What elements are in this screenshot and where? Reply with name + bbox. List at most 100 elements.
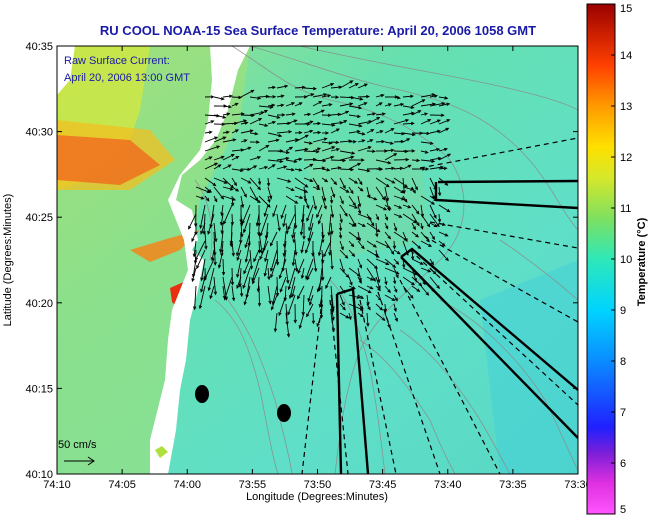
current-vector (305, 231, 314, 253)
current-vector (420, 195, 435, 205)
current-vector-head (270, 267, 274, 272)
current-vector-head (210, 120, 215, 124)
current-vector (420, 119, 431, 125)
current-vector-head (317, 252, 322, 257)
current-vector (265, 222, 269, 239)
current-vector (375, 303, 383, 311)
current-vector (244, 231, 251, 248)
current-vector-head (191, 278, 195, 283)
current-vector (320, 303, 323, 318)
current-vector (402, 138, 410, 143)
current-vector-head (299, 231, 304, 236)
current-vector (249, 177, 261, 190)
current-vector-head (393, 227, 398, 232)
current-vector-head (286, 279, 290, 285)
current-vector-head (385, 225, 389, 230)
current-vector (366, 276, 374, 281)
current-vector-head (287, 286, 291, 291)
current-vector-head (307, 112, 312, 117)
current-vector-head (359, 97, 364, 101)
current-vector (209, 285, 215, 299)
current-vector-head (200, 277, 204, 282)
current-vector-head (210, 95, 215, 99)
current-vector-head (343, 120, 348, 124)
current-vector (319, 267, 323, 291)
current-vector (222, 95, 232, 98)
current-vector-head (327, 94, 332, 98)
current-vector (222, 285, 226, 299)
current-vector (357, 96, 370, 98)
current-vector (429, 204, 437, 219)
current-vector-head (233, 182, 237, 187)
current-vector (357, 146, 371, 152)
current-vector-head (414, 186, 418, 191)
current-vector-head (210, 257, 215, 262)
current-vector (231, 186, 239, 192)
current-vector (357, 177, 363, 185)
current-vector-head (357, 162, 362, 166)
current-vector-head (304, 134, 309, 138)
current-vector (384, 276, 387, 285)
current-vector-head (285, 230, 289, 235)
current-vector (429, 258, 434, 265)
current-vector (402, 267, 417, 276)
current-vector (321, 156, 334, 161)
current-vector-head (225, 130, 230, 135)
current-vector-head (416, 288, 421, 293)
current-vector (244, 285, 251, 305)
current-vector (218, 249, 224, 268)
current-vector-head (424, 150, 429, 154)
current-vector-head (291, 112, 296, 116)
current-vector (323, 240, 332, 257)
current-vector-head (258, 118, 263, 122)
current-vector-head (363, 102, 368, 106)
depth-contours (194, 46, 578, 474)
current-vector (279, 276, 287, 292)
current-vector (252, 267, 260, 284)
current-vector (438, 103, 450, 107)
current-vector-head (357, 210, 362, 215)
current-vector (240, 114, 255, 116)
current-vector-head (345, 189, 350, 193)
x-tick-label: 74:05 (108, 479, 136, 491)
current-vector-head (239, 219, 243, 224)
current-vector (393, 249, 401, 255)
current-vector (393, 213, 402, 218)
current-vector (285, 195, 298, 204)
current-vector (384, 153, 397, 161)
current-vector (330, 195, 333, 203)
current-vector (204, 120, 214, 125)
current-vector-head (268, 195, 273, 200)
current-vector-head (213, 261, 217, 266)
current-vector-head (253, 258, 257, 263)
current-vector (348, 204, 358, 209)
current-vector-head (299, 195, 304, 200)
current-vector-head (313, 206, 318, 211)
current-vector (270, 258, 278, 278)
current-vector (375, 130, 383, 134)
current-vector (393, 285, 398, 293)
current-vector-head (293, 159, 298, 164)
current-vector (243, 213, 251, 233)
current-vector-head (297, 270, 301, 275)
current-vector (258, 145, 269, 152)
current-vector-head (300, 249, 304, 254)
current-vector (348, 186, 354, 194)
current-vector (231, 240, 234, 256)
current-vector (204, 177, 216, 186)
current-vector-head (399, 166, 404, 171)
current-vector-head (259, 256, 263, 261)
current-vector-head (376, 117, 381, 121)
current-vector-head (230, 202, 235, 207)
current-vector (402, 213, 417, 224)
current-vector-head (275, 138, 280, 142)
current-vector (321, 83, 334, 89)
current-vector-head (293, 319, 298, 324)
current-vector-head (348, 316, 352, 321)
current-vector-head (306, 205, 310, 210)
current-vector-head (257, 96, 262, 100)
current-vector (420, 204, 424, 217)
current-vector-head (303, 95, 308, 99)
current-vector-head (394, 317, 398, 322)
colorbar-tick-label: 13 (620, 101, 632, 113)
